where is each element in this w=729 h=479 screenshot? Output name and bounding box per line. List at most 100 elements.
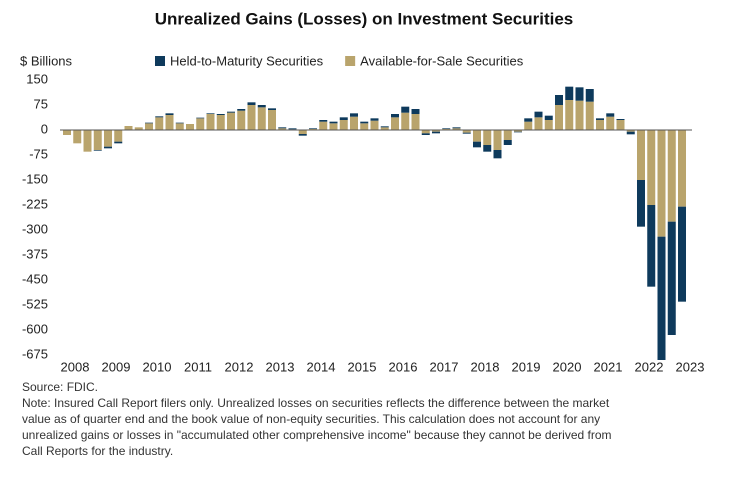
bar: [575, 100, 584, 130]
bar: [175, 123, 184, 130]
bar: [596, 120, 604, 130]
notes: Source: FDIC. Note: Insured Call Report f…: [22, 379, 722, 459]
bar: [83, 130, 92, 152]
bar: [227, 112, 235, 130]
legend-swatch: [155, 56, 165, 66]
bar: [350, 113, 358, 117]
bar: [524, 121, 533, 130]
bar: [606, 113, 615, 117]
bar: [452, 128, 461, 130]
bar: [432, 131, 440, 134]
bar: [391, 114, 399, 118]
bar: [206, 114, 215, 130]
bar: [196, 117, 205, 119]
bar: [555, 105, 563, 130]
bar: [165, 115, 174, 130]
bar: [278, 128, 287, 130]
bar: [401, 112, 410, 130]
bar: [298, 130, 307, 134]
bar: [647, 205, 656, 287]
bar: [524, 118, 533, 122]
bar: [432, 130, 440, 132]
bar: [534, 111, 543, 118]
x-tick-label: 2008: [61, 359, 90, 374]
bar: [503, 140, 512, 145]
bar: [401, 106, 410, 113]
x-tick-label: 2016: [389, 359, 418, 374]
bar: [452, 127, 461, 129]
x-tick-label: 2022: [635, 359, 664, 374]
bar: [575, 87, 584, 101]
bar: [411, 109, 420, 114]
x-tick-label: 2018: [471, 359, 500, 374]
bar: [360, 121, 369, 124]
bar: [637, 130, 645, 180]
x-tick-label: 2021: [594, 359, 623, 374]
bar: [657, 130, 666, 237]
bar: [544, 120, 553, 130]
bar: [268, 110, 276, 130]
bar: [155, 117, 164, 130]
bar: [473, 141, 481, 148]
bar: [370, 120, 379, 130]
bar: [93, 130, 102, 150]
legend-label: Held-to-Maturity Securities: [170, 53, 324, 68]
bar: [93, 150, 102, 151]
bar: [145, 123, 153, 130]
y-tick-label: -150: [22, 171, 48, 186]
bar: [186, 124, 194, 130]
bar: [647, 130, 656, 205]
bar: [565, 86, 574, 100]
bar: [667, 221, 676, 335]
note-line: value as of quarter end and the book val…: [22, 412, 601, 426]
bar: [298, 134, 307, 136]
note-line: Call Reports for the industry.: [22, 444, 174, 458]
bar: [206, 113, 215, 114]
bar: [503, 130, 512, 140]
y-tick-label: -450: [22, 271, 48, 286]
bar: [606, 116, 615, 130]
note-line: Source: FDIC.: [22, 380, 99, 394]
bar: [134, 127, 143, 130]
y-tick-label: 0: [41, 121, 48, 136]
x-tick-label: 2013: [266, 359, 295, 374]
bar: [616, 120, 625, 130]
x-tick-label: 2009: [102, 359, 131, 374]
x-tick-label: 2020: [553, 359, 582, 374]
bar: [380, 127, 389, 130]
bar: [473, 130, 481, 142]
bar: [391, 117, 399, 130]
y-tick-label: -225: [22, 196, 48, 211]
bar: [565, 100, 574, 130]
chart-title: Unrealized Gains (Losses) on Investment …: [155, 9, 574, 28]
bar: [626, 131, 635, 135]
bar: [104, 130, 112, 147]
x-tick-label: 2017: [430, 359, 459, 374]
bar: [350, 116, 358, 130]
bar: [114, 141, 123, 144]
y-tick-label: -375: [22, 246, 48, 261]
bar: [145, 122, 153, 124]
bar: [165, 113, 174, 115]
bar: [493, 130, 502, 150]
legend-label: Available-for-Sale Securities: [360, 53, 524, 68]
y-tick-label: -75: [29, 146, 48, 161]
bar: [339, 120, 348, 130]
bar: [247, 105, 256, 130]
bar: [216, 115, 225, 130]
bar: [678, 206, 686, 302]
x-tick-label: 2011: [184, 359, 212, 374]
bar: [657, 236, 666, 360]
bar: [257, 107, 266, 130]
y-tick-label: 75: [34, 96, 48, 111]
y-tick-label: -675: [22, 346, 48, 361]
y-tick-label: -525: [22, 296, 48, 311]
bar: [329, 121, 338, 124]
bar: [237, 109, 246, 111]
bar: [585, 101, 594, 130]
bar: [493, 150, 502, 159]
bar: [155, 116, 164, 118]
bar: [114, 130, 123, 142]
bar: [329, 123, 338, 130]
